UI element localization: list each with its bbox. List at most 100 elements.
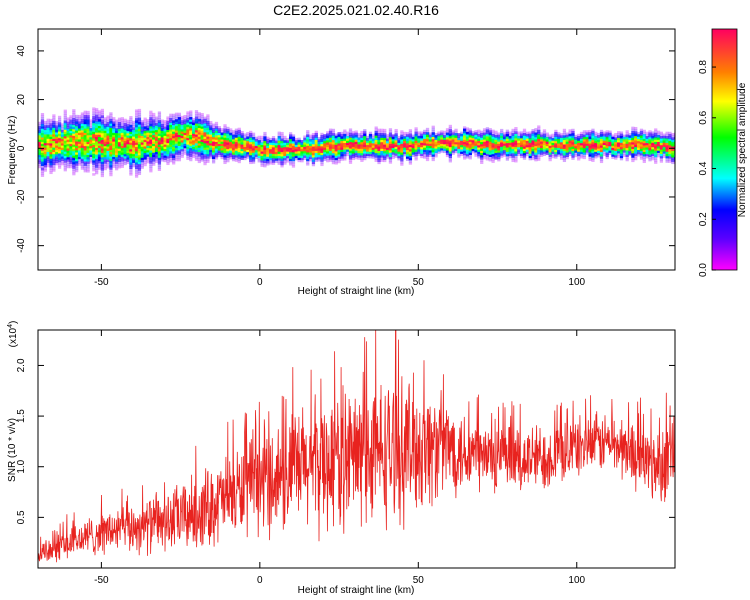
heatmap-cell [468,134,472,138]
heatmap-cell [146,127,150,131]
heatmap-cell [234,157,239,160]
heatmap-cell [117,150,122,154]
heatmap-cell [477,155,481,159]
heatmap-cell [277,157,281,161]
heatmap-cell [465,138,470,141]
heatmap-cell [488,143,492,147]
heatmap-cell [69,115,73,118]
heatmap-cell [194,147,199,150]
heatmap-cell [391,156,395,159]
heatmap-cell [340,158,344,161]
heatmap-cell [152,161,156,164]
heatmap-cell [482,156,487,160]
heatmap-cell [72,113,76,117]
heatmap-cell [163,120,167,123]
heatmap-cell [562,135,567,138]
heatmap-cell [300,142,304,145]
heatmap-cell [63,160,67,163]
heatmap-cell [106,130,110,134]
heatmap-cell [63,168,67,172]
heatmap-cell [251,158,256,162]
heatmap-cell [539,134,544,138]
heatmap-cell [177,136,182,140]
heatmap-cell [63,131,67,135]
heatmap-cell [126,159,130,162]
heatmap-cell [134,146,139,150]
heatmap-cell [403,138,407,142]
heatmap-cell [320,145,324,149]
heatmap-cell [317,147,321,151]
heatmap-cell [263,134,267,137]
heatmap-cell [95,114,99,118]
heatmap-cell [326,146,330,150]
heatmap-cell [348,130,353,134]
heatmap-cell [411,152,415,155]
heatmap-cell [115,145,119,149]
heatmap-cell [106,117,110,121]
heatmap-cell [63,138,67,141]
heatmap-cell [468,128,472,131]
heatmap-cell [662,135,666,139]
heatmap-cell [368,138,373,141]
heatmap-cell [437,142,441,146]
heatmap-cell [437,138,441,141]
heatmap-cell [106,141,110,145]
heatmap-cell [217,130,221,133]
heatmap-cell [468,148,472,151]
heatmap-cell [234,159,239,162]
heatmap-cell [86,169,90,173]
snr-xtick-label: 100 [568,575,585,586]
heatmap-cell [172,161,176,165]
heatmap-cell [528,153,532,156]
heatmap-cell [43,166,47,170]
heatmap-cell [425,134,430,137]
heatmap-cell [417,131,421,135]
heatmap-cell [619,133,624,137]
heatmap-cell [659,160,664,163]
heatmap-cell [271,153,276,157]
heatmap-cell [72,170,76,174]
snr-scale-label: (x104) [7,321,19,348]
heatmap-cell [120,165,124,168]
heatmap-cell [172,137,176,141]
heatmap-cell [517,142,521,146]
snr-xtick-label: -50 [94,575,109,586]
heatmap-cell [38,143,42,147]
heatmap-cell [57,126,62,130]
heatmap-cell [132,153,136,157]
heatmap-cell [303,135,307,139]
heatmap-cell [531,133,535,137]
heatmap-cell [40,112,45,116]
heatmap-cell [186,115,190,119]
heatmap-cell [634,146,638,150]
heatmap-cell [206,120,210,124]
heatmap-cell [223,137,227,140]
heatmap-cell [420,135,424,139]
heatmap-cell [568,129,572,132]
colorbar-tick-label: 0.8 [698,60,709,74]
heatmap-cell [588,143,592,146]
heatmap-cell [659,140,664,144]
heatmap-cell [448,135,452,139]
heatmap-cell [357,137,361,141]
heatmap-cell [129,146,133,150]
heatmap-cell [517,138,521,141]
heatmap-cell [203,145,207,148]
heatmap-cell [109,167,113,170]
heatmap-cell [254,136,259,140]
heatmap-cell [668,151,672,155]
heatmap-cell [380,133,384,136]
heatmap-cell [46,158,50,161]
heatmap-cell [63,140,67,143]
heatmap-cell [69,159,73,162]
heatmap-cell [38,159,42,162]
heatmap-cell [109,145,113,148]
heatmap-cell [197,118,201,122]
heatmap-cell [92,124,96,128]
heatmap-cell [634,135,638,139]
heatmap-cell [622,139,626,142]
heatmap-cell [283,146,287,150]
heatmap-cell [271,146,276,150]
heatmap-cell [112,145,116,149]
heatmap-cell [579,153,584,157]
